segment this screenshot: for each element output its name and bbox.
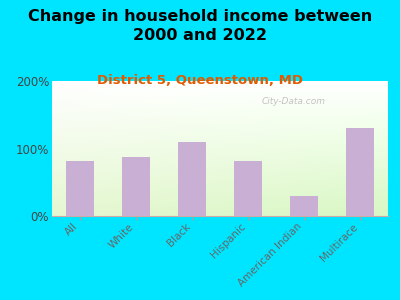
Text: City-Data.com: City-Data.com: [262, 97, 326, 106]
Bar: [234, 160, 262, 216]
Bar: [290, 196, 318, 216]
Bar: [66, 160, 94, 216]
Bar: [122, 157, 150, 216]
Text: District 5, Queenstown, MD: District 5, Queenstown, MD: [97, 74, 303, 86]
Text: Change in household income between
2000 and 2022: Change in household income between 2000 …: [28, 9, 372, 43]
Bar: [346, 128, 374, 216]
Bar: [178, 142, 206, 216]
